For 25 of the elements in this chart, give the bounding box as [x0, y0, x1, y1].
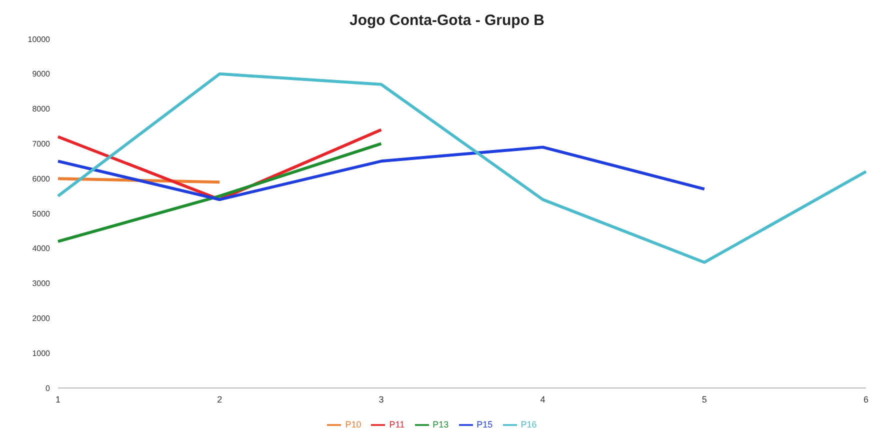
y-tick-label: 2000 — [32, 314, 51, 324]
x-tick-label: 5 — [702, 394, 707, 404]
x-tick-label: 1 — [55, 394, 61, 404]
y-tick-label: 4000 — [32, 244, 51, 254]
y-tick-label: 7000 — [32, 140, 51, 149]
legend-label: P10 — [345, 419, 362, 430]
x-tick-label: 2 — [217, 394, 222, 404]
y-tick-label: 5000 — [32, 209, 51, 218]
legend-label: P13 — [432, 419, 449, 430]
chart-title: Jogo Conta-Gota - Grupo B — [348, 12, 546, 29]
y-tick-label: 10000 — [28, 34, 51, 44]
legend-label: P15 — [476, 419, 493, 430]
x-tick-label: 3 — [378, 394, 384, 404]
y-tick-label: 0 — [46, 384, 51, 393]
line-series — [56, 146, 706, 202]
x-tick-label: 6 — [863, 394, 869, 404]
y-tick-label: 1000 — [32, 348, 51, 358]
legend-label: P16 — [520, 419, 537, 430]
line-series — [56, 72, 868, 264]
x-tick-label: 4 — [540, 394, 546, 404]
y-tick-label: 3000 — [32, 279, 51, 288]
y-tick-label: 9000 — [32, 70, 51, 79]
y-tick-label: 8000 — [32, 104, 51, 114]
y-tick-label: 6000 — [32, 174, 51, 184]
legend-label: P11 — [389, 419, 405, 430]
